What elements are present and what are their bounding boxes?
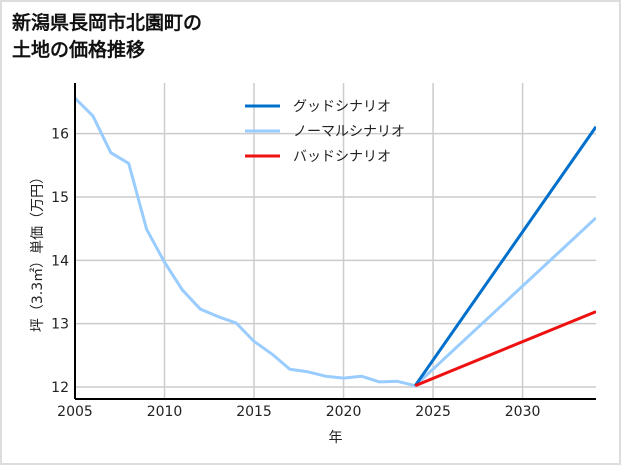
title-line-1: 新潟県長岡市北園町の <box>12 12 203 34</box>
legend-label: バッドシナリオ <box>293 149 391 165</box>
x-tick-label: 2010 <box>147 404 183 420</box>
legend-label: ノーマルシナリオ <box>293 124 405 140</box>
x-tick-label: 2005 <box>57 404 93 420</box>
y-tick-label: 14 <box>51 253 69 269</box>
y-tick-label: 12 <box>51 380 69 396</box>
y-tick-label: 15 <box>51 190 69 206</box>
legend-label: グッドシナリオ <box>293 99 391 115</box>
series-line-0 <box>413 125 596 387</box>
y-tick-label: 16 <box>51 127 69 143</box>
x-tick-label: 2025 <box>415 404 451 420</box>
x-tick-label: 2015 <box>236 404 272 420</box>
x-axis-label: 年 <box>329 430 343 446</box>
series-line-1 <box>75 97 596 388</box>
y-axis-label: 坪（3.3㎡）単価（万円） <box>30 170 46 332</box>
title-line-2: 土地の価格推移 <box>12 39 146 61</box>
x-tick-label: 2020 <box>326 404 362 420</box>
chart-title: 新潟県長岡市北園町の 土地の価格推移 <box>12 10 202 64</box>
y-tick-label: 13 <box>51 317 69 333</box>
series-line-2 <box>414 310 596 388</box>
x-tick-label: 2030 <box>505 404 541 420</box>
